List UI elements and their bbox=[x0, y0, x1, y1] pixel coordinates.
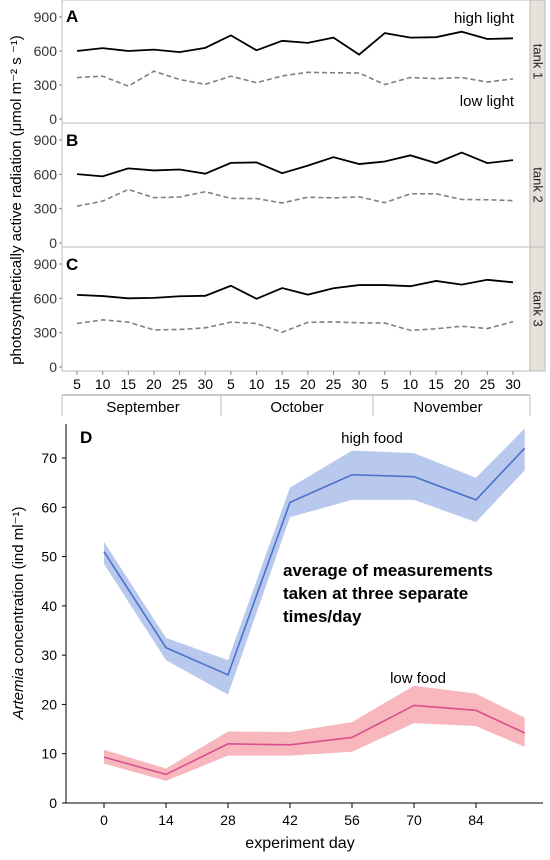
panel-b-ytick-label: 0 bbox=[49, 235, 57, 251]
panel-d-ytick-label: 50 bbox=[41, 549, 57, 565]
panel-a-ytick-label: 900 bbox=[34, 9, 58, 25]
panel-b-ytick-label: 600 bbox=[34, 166, 58, 182]
abc-xtick-label: 5 bbox=[73, 376, 81, 392]
abc-xtick-label: 30 bbox=[505, 376, 521, 392]
panel-a-ytick-label: 0 bbox=[49, 111, 57, 127]
panel-d-xtick-label: 14 bbox=[158, 812, 174, 828]
panel-a: tank 1 A 0 300 600 900 high light low light bbox=[34, 0, 546, 127]
panel-c-yticks: 0 300 600 900 bbox=[34, 256, 62, 375]
panel-d-ytick-label: 10 bbox=[41, 746, 57, 762]
panel-d-xtick-label: 70 bbox=[406, 812, 422, 828]
panel-d-ytick-label: 40 bbox=[41, 598, 57, 614]
abc-xtick-label: 20 bbox=[146, 376, 162, 392]
abc-xtick-label: 10 bbox=[403, 376, 419, 392]
panel-b-low-light-line bbox=[76, 188, 514, 207]
panel-d-xtick-label: 0 bbox=[100, 812, 108, 828]
panel-a-annotation-low: low light bbox=[460, 93, 515, 110]
panel-d-xtick-label: 56 bbox=[344, 812, 360, 828]
panel-d-annotation-low-food: low food bbox=[390, 670, 446, 687]
high-food-line bbox=[103, 447, 526, 676]
panel-c-ytick-label: 600 bbox=[34, 290, 58, 306]
panel-d-annotation-note-3: times/day bbox=[283, 607, 362, 626]
panel-d-ytick-label: 20 bbox=[41, 696, 57, 712]
panel-b-strip-label: tank 2 bbox=[531, 167, 546, 202]
panel-d-ytick-label: 60 bbox=[41, 499, 57, 515]
abc-month-label: October bbox=[270, 399, 323, 416]
abc-month-label: September bbox=[106, 399, 179, 416]
panel-b-lines bbox=[76, 151, 514, 207]
abc-xtick-label: 20 bbox=[300, 376, 316, 392]
panel-b-yticks: 0 300 600 900 bbox=[34, 132, 62, 251]
abc-xtick-label: 10 bbox=[95, 376, 111, 392]
panel-d-annotation-note-2: taken at three separate bbox=[283, 584, 468, 603]
panel-d-annotation-high-food: high food bbox=[341, 430, 403, 447]
low-food-line bbox=[103, 704, 526, 776]
abc-xtick-label: 20 bbox=[454, 376, 470, 392]
low-food-band bbox=[104, 685, 525, 781]
panel-c-frame bbox=[61, 246, 531, 372]
panel-c-letter: C bbox=[66, 255, 78, 274]
panel-b-ytick-label: 900 bbox=[34, 132, 58, 148]
abc-xtick-label: 15 bbox=[121, 376, 137, 392]
panel-d-ytick-label: 0 bbox=[49, 795, 57, 811]
panel-d-lines bbox=[103, 447, 526, 776]
panel-d-ylabel: Artemia concentration (ind ml⁻¹) bbox=[10, 506, 27, 720]
panel-c: tank 3 C 0 300 600 900 bbox=[34, 246, 546, 375]
panel-a-frame bbox=[61, 0, 531, 124]
panel-d-xlabel: experiment day bbox=[245, 835, 354, 852]
abc-xtick-label: 25 bbox=[480, 376, 496, 392]
panel-d-yticks: 0 10 20 30 40 50 60 70 bbox=[41, 450, 66, 811]
panel-c-strip-label: tank 3 bbox=[531, 291, 546, 326]
panel-d-ylabel-italic: Artemia bbox=[10, 668, 27, 721]
abc-xtick-label: 15 bbox=[428, 376, 444, 392]
panel-d-xtick-label: 42 bbox=[282, 812, 298, 828]
panel-d-ylabel-rest: concentration (ind ml⁻¹) bbox=[10, 506, 27, 667]
panel-a-ytick-label: 600 bbox=[34, 43, 58, 59]
panel-a-yticks: 0 300 600 900 bbox=[34, 9, 62, 127]
panel-d-xticks: 0 14 28 42 56 70 84 bbox=[100, 803, 484, 828]
abc-xtick-label: 30 bbox=[351, 376, 367, 392]
abc-xtick-label: 10 bbox=[249, 376, 265, 392]
abc-xtick-label: 25 bbox=[172, 376, 188, 392]
abc-ylabel: photosynthetically active radiation (μmo… bbox=[8, 35, 25, 365]
panel-d-xtick-label: 84 bbox=[468, 812, 484, 828]
abc-xtick-label: 5 bbox=[227, 376, 235, 392]
panel-a-lines bbox=[76, 30, 514, 88]
panel-d-letter: D bbox=[80, 428, 92, 447]
abc-month-label: November bbox=[413, 399, 482, 416]
panel-b: tank 2 B 0 300 600 900 bbox=[34, 122, 546, 251]
panel-c-lines bbox=[76, 278, 514, 334]
panel-b-letter: B bbox=[66, 131, 78, 150]
high-food-band bbox=[104, 428, 525, 695]
panel-b-high-light-line bbox=[76, 151, 514, 178]
panel-d-annotation-note-1: average of measurements bbox=[283, 561, 493, 580]
panel-a-ytick-label: 300 bbox=[34, 77, 58, 93]
abc-xtick-label: 15 bbox=[274, 376, 290, 392]
panel-a-low-light-line bbox=[76, 70, 514, 88]
panel-c-ytick-label: 300 bbox=[34, 325, 58, 341]
panel-c-ytick-label: 0 bbox=[49, 359, 57, 375]
panel-c-high-light-line bbox=[76, 278, 514, 300]
panel-c-ytick-label: 900 bbox=[34, 256, 58, 272]
abc-xtick-label: 5 bbox=[381, 376, 389, 392]
panel-a-strip-label: tank 1 bbox=[531, 44, 546, 79]
panel-a-high-light-line bbox=[76, 30, 514, 56]
panel-d-ytick-label: 70 bbox=[41, 450, 57, 466]
panel-a-letter: A bbox=[66, 7, 78, 26]
abc-xtick-label: 30 bbox=[197, 376, 213, 392]
abc-xtick-label: 25 bbox=[326, 376, 342, 392]
panel-c-low-light-line bbox=[76, 319, 514, 334]
panel-d-xtick-label: 28 bbox=[220, 812, 236, 828]
panel-d: D 0 10 20 30 40 50 60 70 0 14 28 42 56 70 84 Artemia … bbox=[10, 424, 543, 852]
panel-c-strip bbox=[529, 246, 546, 372]
panel-d-bands bbox=[104, 428, 525, 781]
abc-month-axis: September October November bbox=[61, 394, 531, 416]
panel-a-annotation-high: high light bbox=[454, 10, 515, 27]
panel-b-ytick-label: 300 bbox=[34, 201, 58, 217]
abc-x-axis: 5 10 15 20 25 30 5 10 15 20 25 30 5 10 15 20 25 30 bbox=[73, 371, 521, 392]
panel-d-ytick-label: 30 bbox=[41, 647, 57, 663]
panel-b-frame bbox=[61, 122, 531, 248]
